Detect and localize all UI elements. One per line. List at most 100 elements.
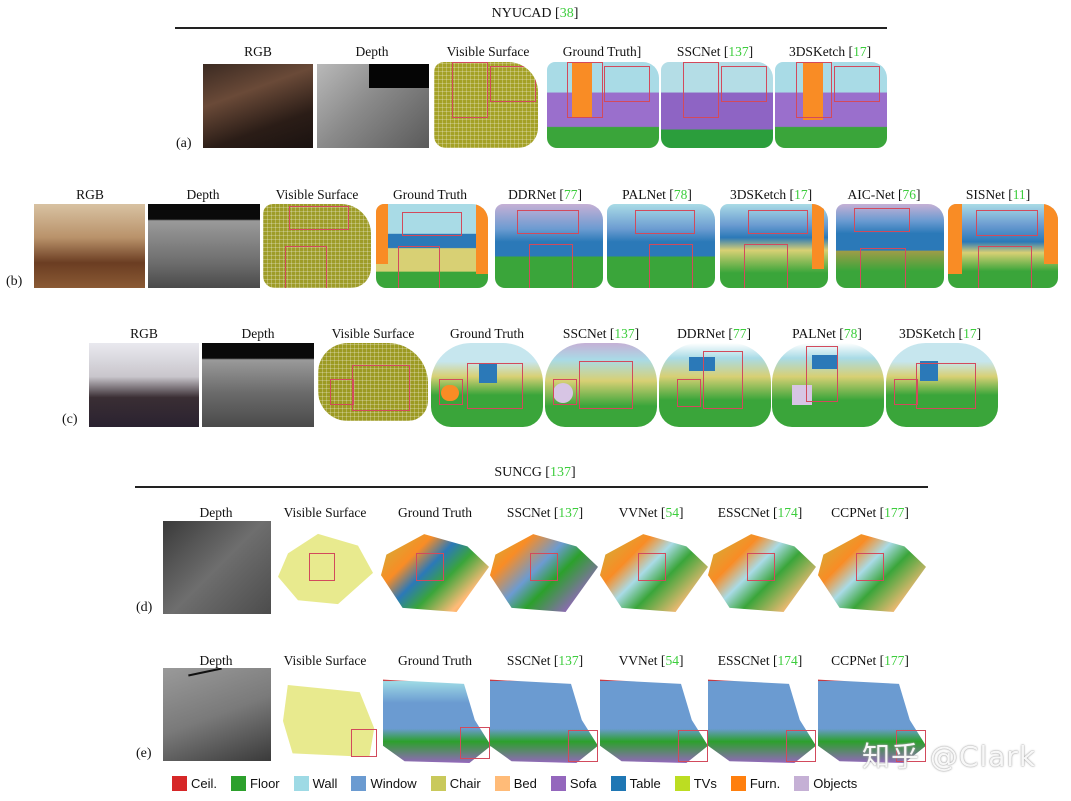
legend-item-bed: Bed xyxy=(494,776,537,791)
aic-net-result-image xyxy=(836,204,944,288)
citation-ref[interactable]: 38 xyxy=(559,6,574,21)
column-label: CCPNet [177] xyxy=(831,653,909,668)
highlight-box xyxy=(530,553,558,581)
legend-label: Wall xyxy=(312,776,338,791)
highlight-box xyxy=(896,730,926,762)
legend-item-sofa: Sofa xyxy=(550,776,597,791)
column-label: VVNet [54] xyxy=(618,653,684,668)
ceiling-swatch xyxy=(172,776,187,791)
rgb-image xyxy=(34,204,145,288)
column-label: SSCNet [137] xyxy=(562,326,640,341)
table-swatch xyxy=(610,776,626,791)
citation-ref[interactable]: 137 xyxy=(549,465,571,480)
column-label: Visible Surface xyxy=(446,44,530,59)
highlight-box xyxy=(460,727,490,759)
3dsketch-result-image xyxy=(886,343,998,427)
rgb-image xyxy=(89,343,199,427)
column-label: SISNet [11] xyxy=(965,187,1031,202)
legend-label: Floor xyxy=(250,776,280,791)
highlight-box xyxy=(747,553,775,581)
column-label: Depth xyxy=(241,326,275,341)
row-tag: (c) xyxy=(62,412,78,427)
column-label: DDRNet [77] xyxy=(508,187,582,202)
column-label: Ground Truth xyxy=(450,326,524,341)
chair-swatch xyxy=(430,776,446,791)
highlight-box xyxy=(786,730,816,762)
highlight-box xyxy=(416,553,444,581)
legend-label: Ceil. xyxy=(191,776,218,791)
legend-label: Furn. xyxy=(749,776,781,791)
depth-image xyxy=(202,343,314,427)
nyucad-section-title: NYUCAD [38] xyxy=(470,6,600,22)
highlight-box xyxy=(309,553,335,581)
row-tag: (d) xyxy=(136,600,153,615)
legend-label: Table xyxy=(629,776,661,791)
column-label: SSCNet [137] xyxy=(676,44,754,59)
bed-swatch xyxy=(494,776,510,791)
column-label: Depth xyxy=(355,44,389,59)
highlight-box xyxy=(351,729,377,757)
highlight-box xyxy=(568,730,598,762)
legend-item-furniture: Furn. xyxy=(730,776,781,791)
column-label: Visible Surface xyxy=(331,326,415,341)
legend-item-window: Window xyxy=(351,776,417,791)
column-label: RGB xyxy=(130,326,158,341)
palnet-result-image xyxy=(772,343,884,427)
legend-item-objects: Objects xyxy=(794,776,857,791)
ground-truth-image xyxy=(376,204,488,288)
column-label: Ground Truth] xyxy=(562,44,642,59)
ddrnet-result-image xyxy=(495,204,603,288)
column-label: SSCNet [137] xyxy=(506,653,584,668)
row-tag: (b) xyxy=(6,274,23,289)
row-tag: (e) xyxy=(136,746,152,761)
section-title-close: ] xyxy=(570,465,576,480)
column-label: PALNet [78] xyxy=(792,326,862,341)
tvs-swatch xyxy=(674,776,690,791)
legend-label: Bed xyxy=(513,776,537,791)
legend-item-table: Table xyxy=(610,776,661,791)
rgb-image xyxy=(203,64,313,148)
column-label: Depth xyxy=(199,653,233,668)
depth-image xyxy=(317,64,429,148)
window-swatch xyxy=(351,776,367,791)
legend-label: TVs xyxy=(693,776,717,791)
furniture-swatch xyxy=(730,776,746,791)
column-label: ESSCNet [174] xyxy=(717,505,803,520)
legend-label: Window xyxy=(370,776,417,791)
column-label: RGB xyxy=(244,44,272,59)
sofa-swatch xyxy=(550,776,566,791)
zhihu-watermark: 知乎 @Clark xyxy=(862,740,1037,773)
legend-label: Objects xyxy=(813,776,858,791)
highlight-box xyxy=(856,553,884,581)
floor-swatch xyxy=(231,776,247,791)
legend-item-ceiling: Ceil. xyxy=(172,776,217,791)
visible-surface-image xyxy=(283,685,375,757)
column-label: Visible Surface xyxy=(275,187,359,202)
legend-item-wall: Wall xyxy=(293,776,338,791)
objects-swatch xyxy=(794,776,810,791)
nyucad-divider xyxy=(175,27,887,29)
ground-truth-image xyxy=(431,343,543,427)
column-label: CCPNet [177] xyxy=(831,505,909,520)
ground-truth-image xyxy=(547,62,659,148)
highlight-box xyxy=(638,553,666,581)
palnet-result-image xyxy=(607,204,715,288)
legend-item-chair: Chair xyxy=(430,776,481,791)
section-title-close: ] xyxy=(573,6,579,21)
sscnet-result-image xyxy=(661,62,773,148)
column-label: PALNet [78] xyxy=(622,187,692,202)
suncg-divider xyxy=(135,486,928,488)
visible-surface-image xyxy=(318,343,428,421)
row-tag: (a) xyxy=(176,136,192,151)
column-label: Ground Truth xyxy=(398,653,472,668)
section-title-text: NYUCAD [ xyxy=(491,6,560,21)
legend-label: Chair xyxy=(449,776,481,791)
column-label: DDRNet [77] xyxy=(677,326,751,341)
column-label: ESSCNet [174] xyxy=(717,653,803,668)
column-label: Depth xyxy=(186,187,220,202)
class-legend: Ceil. Floor Wall Window Chair Bed Sofa T… xyxy=(172,776,871,791)
column-label: Visible Surface xyxy=(283,653,367,668)
sscnet-result-image xyxy=(545,343,657,427)
depth-image xyxy=(163,521,271,614)
column-label: Visible Surface xyxy=(283,505,367,520)
